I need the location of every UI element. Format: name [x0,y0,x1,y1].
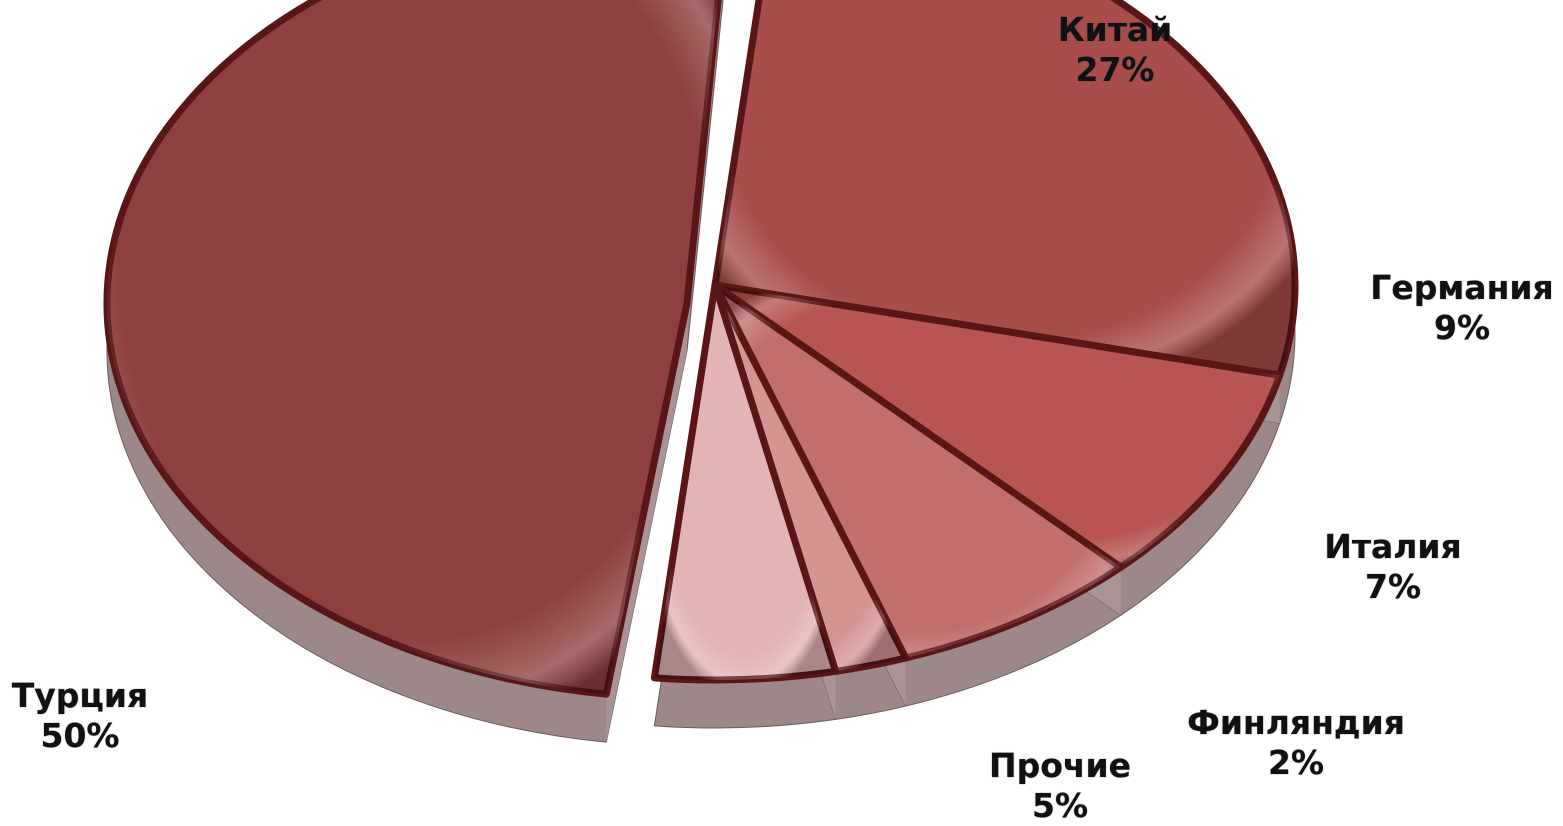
slice-label-name: Германия [1370,268,1554,307]
slice-label-name: Италия [1324,527,1462,566]
slice-label-turkey: Турция 50% [12,676,148,756]
slice-label-percent: 7% [1364,567,1422,606]
pie-slice-highlight-0 [715,0,1295,376]
slice-label-italy: Италия 7% [1324,527,1462,607]
pie-slice-highlight-4 [654,285,836,680]
slice-label-germany: Германия 9% [1370,268,1553,348]
slice-label-others: Прочие 5% [989,746,1131,826]
slice-label-name: Прочие [988,746,1132,785]
slice-label-percent: 2% [1267,743,1325,782]
pie-slice-highlight-2 [715,285,1121,659]
pie-slice-highlight-5 [107,0,719,695]
slice-label-finland: Финляндия 2% [1187,703,1405,783]
slice-label-name: Финляндия [1187,703,1405,742]
slice-label-name: Турция [11,676,149,715]
slice-label-percent: 9% [1433,308,1491,347]
pie-slices [103,0,1299,698]
slice-label-percent: 50% [40,716,120,755]
slice-label-china: Китай 27% [1058,10,1173,90]
slice-label-percent: 5% [1031,786,1089,825]
pie-slice-highlight-3 [715,285,906,672]
pie-slice-highlight-1 [715,285,1280,568]
slice-label-percent: 27% [1075,50,1155,89]
slice-label-name: Китай [1057,10,1173,49]
